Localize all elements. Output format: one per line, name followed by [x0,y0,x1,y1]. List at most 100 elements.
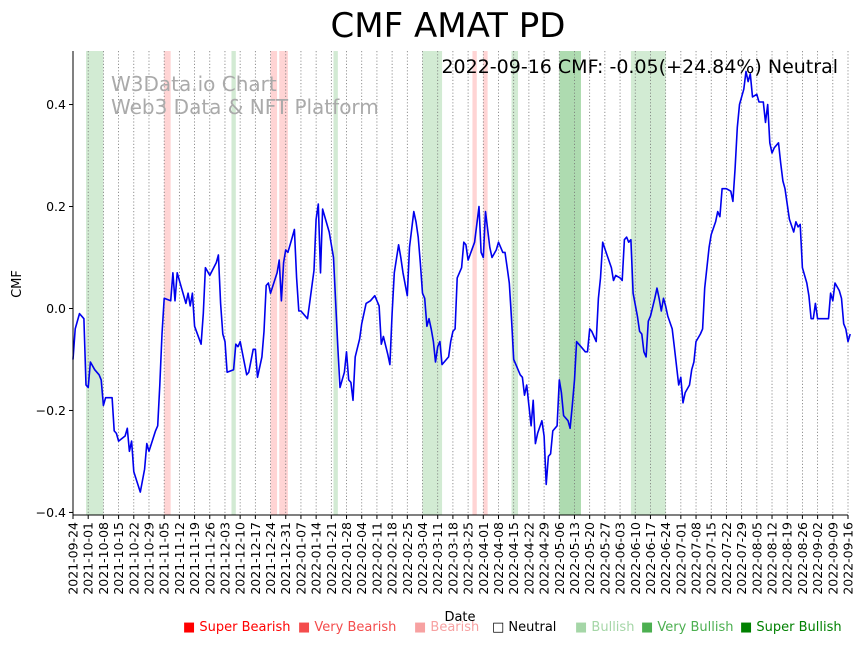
y-tick-label: 0.4 [46,97,66,112]
band-bearish [483,51,488,515]
band-very-bullish [511,51,519,515]
x-tick-label: 2022-09-09 [825,522,840,595]
x-tick-label: 2022-06-17 [643,522,658,595]
x-tick-label: 2022-06-03 [613,522,628,595]
series-line [72,70,851,493]
x-tick-label: 2021-10-08 [96,522,111,595]
x-tick-label: 2022-08-19 [780,522,795,595]
band-very-bullish [86,51,104,515]
x-tick-label: 2021-12-03 [218,522,233,595]
x-tick-label: 2022-05-20 [582,522,597,595]
x-tick-label: 2022-01-14 [309,522,324,595]
x-tick-label: 2022-09-16 [841,522,856,595]
x-tick-label: 2022-04-01 [476,522,491,595]
x-tick-label: 2022-05-27 [597,522,612,595]
legend-swatch-icon: ■ [575,620,592,635]
legend-swatch-icon: □ [492,620,509,635]
x-tick-label: 2022-04-29 [537,522,552,595]
x-tick-label: 2022-05-06 [552,522,567,595]
x-tick-label: 2021-10-29 [142,522,157,595]
x-tick-label: 2022-05-13 [567,522,582,595]
y-tick-label: 0.2 [46,199,66,214]
band-bullish [333,51,338,515]
y-tick-label: 0.0 [46,301,66,316]
x-tick-label: 2021-11-12 [172,522,187,595]
x-axis-ticks: 2021-09-24 2021-10-01 2021-10-08 2021-10-15… [66,515,856,595]
legend-swatch-icon: ■ [298,620,315,635]
x-tick-label: 2021-12-24 [263,522,278,595]
x-tick-label: 2022-01-07 [293,522,308,595]
legend-label: Very Bullish [657,620,734,635]
x-tick-label: 2022-06-10 [628,522,643,595]
x-tick-label: 2021-10-22 [126,522,141,595]
x-tick-label: 2022-07-01 [673,522,688,595]
band-very-bullish [422,51,443,515]
legend-item-bearish: ■ Bearish [414,620,479,635]
x-tick-label: 2022-04-08 [491,522,506,595]
legend-item-very-bearish: ■ Very Bearish [298,620,396,635]
legend-label: Super Bearish [199,620,291,635]
legend-item-bullish: ■ Bullish [575,620,634,635]
band-bearish [164,51,171,515]
x-tick-label: 2022-01-21 [324,522,339,595]
y-axis-label: CMF [10,270,25,298]
band-super-bullish [559,51,581,515]
legend-swatch-icon: ■ [740,620,757,635]
x-tick-label: 2021-12-17 [248,522,263,595]
legend-label: Super Bullish [756,620,842,635]
legend-label: Very Bearish [314,620,397,635]
x-tick-label: 2022-02-25 [400,522,415,595]
x-tick-label: 2022-03-18 [445,522,460,595]
watermark-line-2: Web3 Data & NFT Platform [111,95,379,119]
legend-swatch-icon: ■ [641,620,658,635]
x-tick-label: 2022-07-15 [704,522,719,595]
x-tick-label: 2022-03-04 [415,522,430,595]
x-tick-label: 2022-04-15 [506,522,521,595]
x-tick-label: 2022-01-28 [339,522,354,595]
x-axis-label: Date [444,610,475,625]
x-tick-label: 2021-10-15 [111,522,126,595]
legend: ■ Super Bearish ■ Very Bearish ■ Bearish… [0,620,864,640]
x-tick-label: 2022-03-25 [461,522,476,595]
legend-item-very-bullish: ■ Very Bullish [641,620,733,635]
band-bullish [231,51,236,515]
x-tick-label: 2022-09-02 [810,522,825,595]
x-tick-label: 2022-02-11 [369,522,384,595]
vertical-gridlines [72,51,849,515]
x-tick-label: 2021-11-05 [157,522,172,595]
legend-item-neutral: □ Neutral [492,620,556,635]
legend-item-super-bearish: ■ Super Bearish [183,620,291,635]
chart-title: CMF AMAT PD [331,6,566,46]
x-tick-label: 2021-10-01 [81,522,96,595]
legend-swatch-icon: ■ [414,620,431,635]
band-bearish [472,51,477,515]
x-tick-label: 2022-08-12 [765,522,780,595]
x-tick-label: 2022-02-04 [354,522,369,595]
x-tick-label: 2022-06-24 [658,522,673,595]
y-tick-label: −0.4 [36,505,66,520]
x-tick-label: 2022-03-11 [430,522,445,595]
x-tick-label: 2021-11-26 [202,522,217,595]
cmf-series [72,70,851,493]
x-tick-label: 2021-12-31 [278,522,293,595]
x-tick-label: 2022-08-05 [749,522,764,595]
watermark-line-1: W3Data.io Chart [111,72,277,96]
x-tick-label: 2021-11-19 [187,522,202,595]
x-tick-label: 2022-02-18 [385,522,400,595]
band-bearish [279,51,288,515]
x-tick-label: 2022-07-22 [719,522,734,595]
axes [72,51,848,516]
x-tick-label: 2022-04-22 [521,522,536,595]
legend-label: Bearish [430,620,480,635]
x-tick-label: 2021-12-10 [233,522,248,595]
x-tick-label: 2021-09-24 [66,522,81,595]
x-tick-label: 2022-08-26 [795,522,810,595]
y-tick-label: −0.2 [36,403,66,418]
x-tick-label: 2022-07-08 [689,522,704,595]
legend-swatch-icon: ■ [183,620,200,635]
legend-label: Neutral [508,620,557,635]
x-tick-label: 2022-07-29 [734,522,749,595]
legend-label: Bullish [591,620,635,635]
y-axis-ticks: −0.4 −0.2 0.0 0.2 0.4 [36,97,73,520]
